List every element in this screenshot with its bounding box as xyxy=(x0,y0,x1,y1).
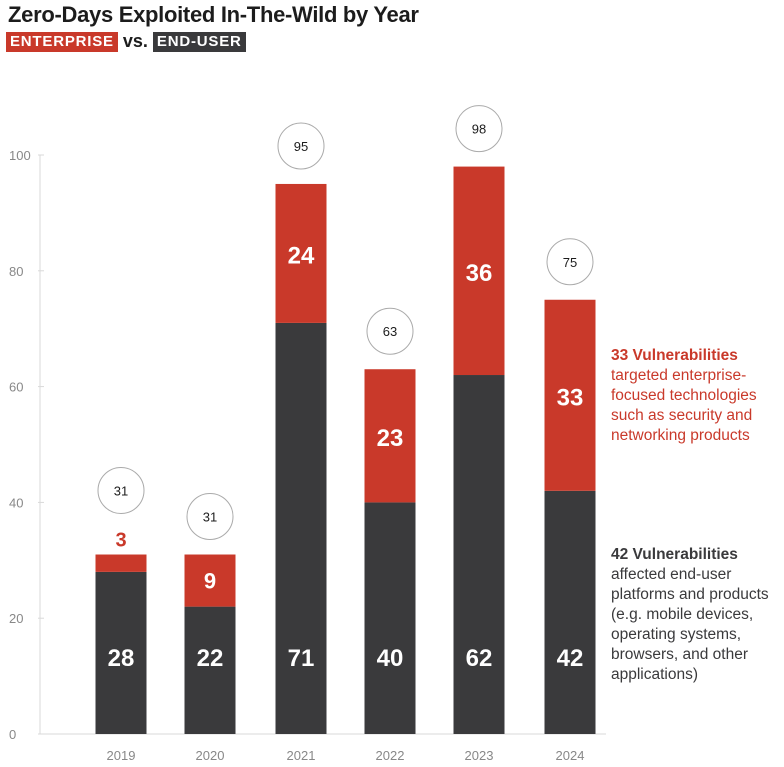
enterprise-annotation-line: targeted enterprise- xyxy=(611,367,747,384)
bar-end-user xyxy=(95,571,147,734)
end-user-annotation-line: (e.g. mobile devices, xyxy=(611,606,754,623)
y-tick-label: 100 xyxy=(9,148,31,163)
total-bubble xyxy=(277,122,325,170)
total-value-label: 63 xyxy=(383,324,397,339)
end-user-annotation-line: browsers, and other xyxy=(611,646,748,663)
end-user-annotation-line: operating systems, xyxy=(611,626,742,643)
chart-subtitle: ENTERPRISE vs. END-USER xyxy=(6,31,246,52)
total-value-label: 98 xyxy=(472,122,486,137)
end-user-annotation: 42 Vulnerabilities affected end-user pla… xyxy=(611,545,769,685)
enterprise-value-label: 9 xyxy=(204,569,216,594)
end-user-annotation-line: applications) xyxy=(611,666,699,683)
end-user-annotation-headline: 42 Vulnerabilities xyxy=(611,546,738,563)
y-tick-label: 40 xyxy=(9,495,23,510)
enterprise-value-label: 3 xyxy=(115,530,126,552)
bar-enterprise xyxy=(364,369,416,503)
x-tick-label: 2022 xyxy=(376,748,405,763)
total-bubble xyxy=(97,467,145,515)
enterprise-annotation-line: focused technologies xyxy=(611,387,757,404)
enterprise-annotation-line: networking products xyxy=(611,427,750,444)
end-user-annotation-line: platforms and products xyxy=(611,586,769,603)
total-value-label: 31 xyxy=(203,510,217,525)
bar-enterprise xyxy=(95,554,147,572)
y-tick-label: 0 xyxy=(9,727,16,742)
x-tick-label: 2024 xyxy=(556,748,585,763)
end-user-value-label: 40 xyxy=(377,645,404,672)
end-user-annotation-line: affected end-user xyxy=(611,566,732,583)
bar-end-user xyxy=(275,322,327,734)
end-user-value-label: 28 xyxy=(108,645,135,672)
end-user-value-label: 22 xyxy=(197,645,224,672)
x-tick-label: 2020 xyxy=(196,748,225,763)
enterprise-value-label: 33 xyxy=(557,384,584,411)
x-tick-label: 2023 xyxy=(465,748,494,763)
total-bubble xyxy=(186,493,234,541)
enterprise-value-label: 36 xyxy=(466,260,493,287)
end-user-tag: END-USER xyxy=(152,32,246,52)
total-value-label: 95 xyxy=(294,139,308,154)
end-user-value-label: 71 xyxy=(288,645,315,672)
total-bubble xyxy=(366,307,414,355)
enterprise-tag: ENTERPRISE xyxy=(6,32,118,52)
total-value-label: 31 xyxy=(114,484,128,499)
total-value-label: 75 xyxy=(563,255,577,270)
total-bubble xyxy=(546,238,594,286)
enterprise-annotation: 33 Vulnerabilities targeted enterprise- … xyxy=(611,346,757,446)
total-bubble xyxy=(455,105,503,153)
end-user-value-label: 42 xyxy=(557,645,584,672)
bar-end-user xyxy=(544,490,596,734)
bar-enterprise xyxy=(453,166,505,376)
y-tick-label: 60 xyxy=(9,380,23,395)
enterprise-value-label: 23 xyxy=(377,425,404,452)
bar-end-user xyxy=(453,375,505,734)
bar-end-user xyxy=(184,606,236,734)
x-tick-label: 2021 xyxy=(287,748,316,763)
bar-enterprise xyxy=(184,554,236,607)
y-tick-label: 80 xyxy=(9,264,23,279)
bar-end-user xyxy=(364,502,416,734)
enterprise-annotation-headline: 33 Vulnerabilities xyxy=(611,347,738,364)
bar-enterprise xyxy=(275,183,327,323)
enterprise-value-label: 24 xyxy=(288,242,315,269)
end-user-value-label: 62 xyxy=(466,645,493,672)
enterprise-annotation-line: such as security and xyxy=(611,407,753,424)
bar-enterprise xyxy=(544,299,596,491)
x-tick-label: 2019 xyxy=(107,748,136,763)
chart-title: Zero-Days Exploited In-The-Wild by Year xyxy=(8,2,419,27)
vs-text: vs. xyxy=(122,31,148,51)
y-tick-label: 20 xyxy=(9,611,23,626)
